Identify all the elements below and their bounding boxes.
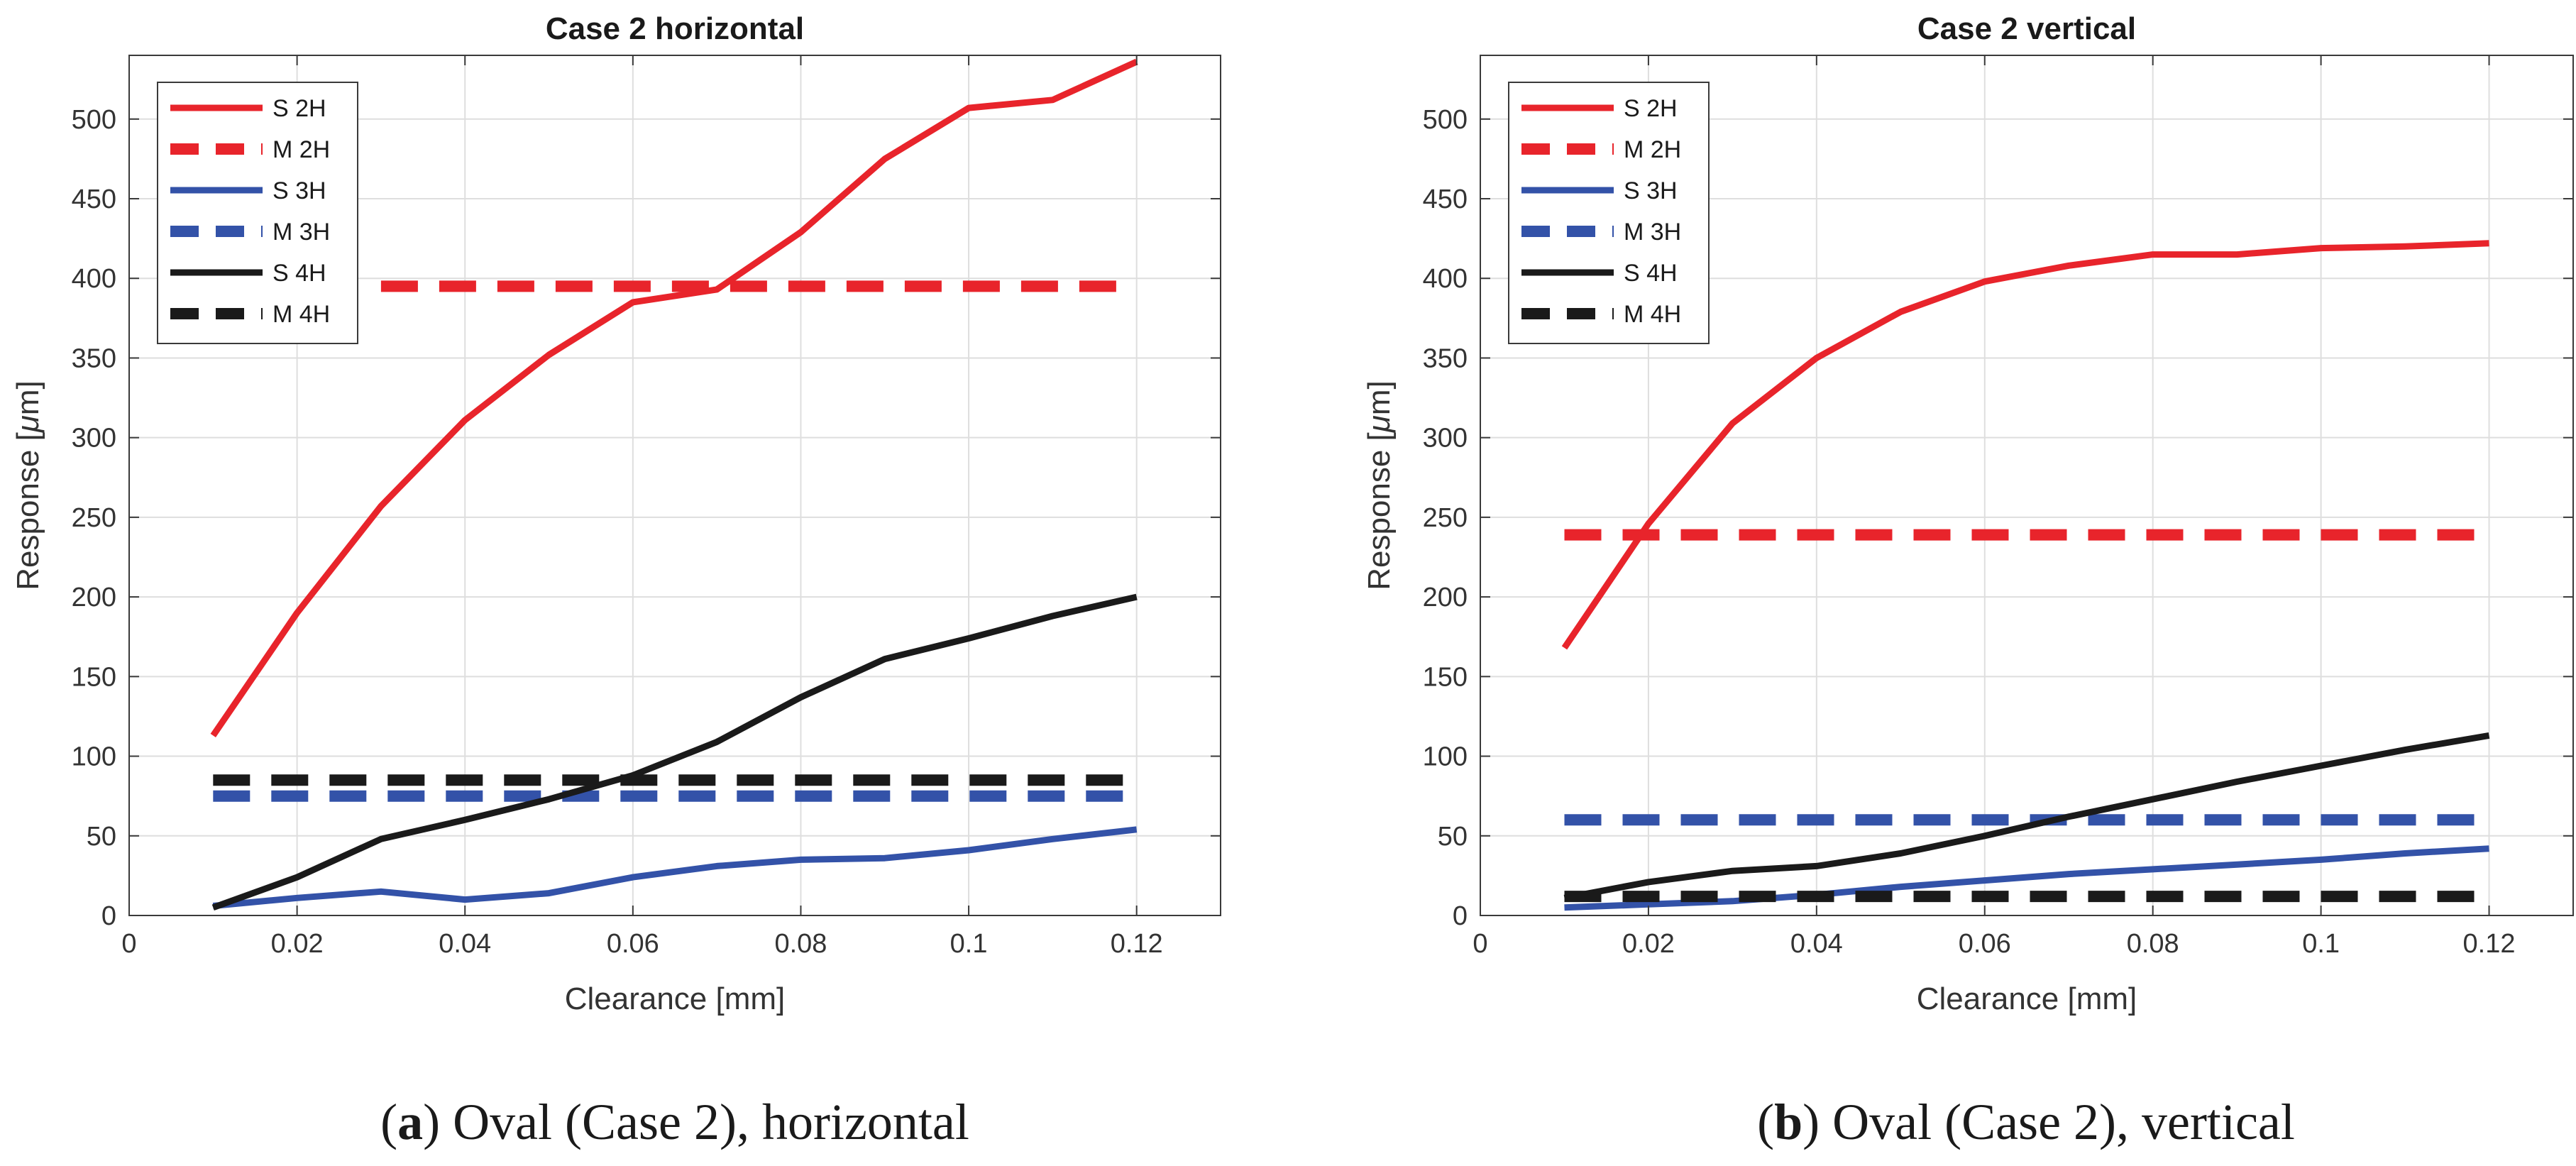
series-group	[210, 58, 1138, 911]
legend: S 2H M 2H S 3H M 3H S 4H M 4H	[157, 82, 358, 344]
legend-label: M 3H	[1624, 219, 1681, 246]
chart-panel-1: 0 0.02 0.04 0.06 0.08 0.1 0.12 0 50 100 150 200 250 3…	[11, 11, 1221, 1150]
legend-label: M 2H	[273, 136, 330, 163]
y-axis-label-symbol: μ	[11, 415, 45, 433]
y-tick-label: 450	[1423, 185, 1468, 214]
y-tick-label: 500	[1423, 105, 1468, 135]
y-axis-label-unit: m]	[11, 380, 45, 415]
y-axis-label-symbol: μ	[1362, 415, 1397, 433]
series-line-s-4h	[211, 593, 1138, 911]
x-tick-label: 0.12	[1111, 929, 1163, 959]
y-axis-label: Response [μm]	[1362, 380, 1397, 590]
x-tick-label: 0.1	[2302, 929, 2340, 959]
legend-label: S 4H	[1624, 260, 1678, 287]
legend-label: M 3H	[273, 219, 330, 246]
legend-label: S 3H	[1624, 177, 1678, 204]
chart-panel-2: 0 0.02 0.04 0.06 0.08 0.1 0.12 0 50 100 150 200 250 3…	[1362, 11, 2574, 1150]
x-tick-label: 0.08	[2127, 929, 2179, 959]
y-tick-label: 350	[1423, 343, 1468, 373]
x-tick-label: 0.04	[1790, 929, 1843, 959]
x-tick-label: 0.06	[607, 929, 659, 959]
y-tick-label: 0	[101, 901, 116, 931]
y-tick-label: 450	[72, 185, 116, 214]
caption-letter: b	[1774, 1094, 1802, 1150]
y-tick-label: 150	[1423, 662, 1468, 692]
y-tick-label: 350	[72, 343, 116, 373]
y-tick-label: 150	[72, 662, 116, 692]
y-tick-label: 200	[72, 583, 116, 612]
y-axis-label: Response [μm]	[11, 380, 45, 590]
series-line-s-2h	[1561, 240, 2489, 650]
legend-label: S 3H	[273, 177, 326, 204]
y-tick-label: 100	[1423, 742, 1468, 772]
x-tick-label: 0.12	[2463, 929, 2516, 959]
y-tick-label: 300	[1423, 424, 1468, 453]
y-tick-label: 500	[72, 105, 116, 135]
legend: S 2H M 2H S 3H M 3H S 4H M 4H	[1508, 82, 1710, 344]
caption-letter: a	[397, 1094, 423, 1150]
caption-open-paren: (	[1757, 1094, 1774, 1150]
caption-open-paren: (	[380, 1094, 397, 1150]
y-tick-label: 300	[72, 424, 116, 453]
figure-caption: (a) Oval (Case 2), horizontal	[380, 1094, 969, 1150]
legend-label: S 2H	[1624, 95, 1678, 122]
legend-label: S 2H	[273, 95, 326, 122]
y-tick-label: 200	[1423, 583, 1468, 612]
series-line-s-4h	[1563, 732, 2490, 901]
legend-label: M 2H	[1624, 136, 1681, 163]
y-tick-label: 0	[1453, 901, 1468, 931]
x-axis-label: Clearance [mm]	[1917, 981, 2137, 1016]
caption-text: ) Oval (Case 2), vertical	[1802, 1094, 2295, 1150]
y-axis-label-text: Response [	[1362, 432, 1397, 590]
x-axis-label: Clearance [mm]	[565, 981, 786, 1016]
legend-label: M 4H	[1624, 301, 1681, 328]
y-tick-label: 250	[72, 503, 116, 533]
legend-box	[157, 82, 358, 344]
y-tick-label: 100	[72, 742, 116, 772]
figure-caption: (b) Oval (Case 2), vertical	[1757, 1094, 2295, 1150]
chart-title: Case 2 vertical	[1917, 11, 2136, 46]
caption-text: ) Oval (Case 2), horizontal	[423, 1094, 969, 1150]
x-tick-label: 0.02	[1622, 929, 1675, 959]
x-tick-label: 0.04	[439, 929, 491, 959]
x-tick-label: 0.08	[774, 929, 827, 959]
y-tick-label: 50	[87, 822, 116, 852]
y-axis-label-unit: m]	[1362, 380, 1397, 415]
series-group	[1561, 240, 2490, 911]
legend-box	[1508, 82, 1710, 344]
x-tick-label: 0.06	[1959, 929, 2011, 959]
y-tick-label: 400	[1423, 264, 1468, 294]
legend-label: S 4H	[273, 260, 326, 287]
x-tick-label: 0	[121, 929, 136, 959]
plot-area-border	[128, 55, 1221, 916]
series-line-s-3h	[1564, 845, 2489, 911]
x-tick-label: 0.1	[950, 929, 988, 959]
x-tick-label: 0.02	[271, 929, 324, 959]
chart-title: Case 2 horizontal	[546, 11, 804, 46]
series-line-s-2h	[210, 58, 1138, 737]
y-tick-label: 250	[1423, 503, 1468, 533]
plot-area-border	[1480, 55, 2574, 916]
series-line-s-3h	[212, 826, 1138, 909]
y-tick-label: 50	[1438, 822, 1468, 852]
x-tick-label: 0	[1473, 929, 1487, 959]
y-axis-label-text: Response [	[11, 432, 45, 590]
y-tick-label: 400	[72, 264, 116, 294]
legend-label: M 4H	[273, 301, 330, 328]
